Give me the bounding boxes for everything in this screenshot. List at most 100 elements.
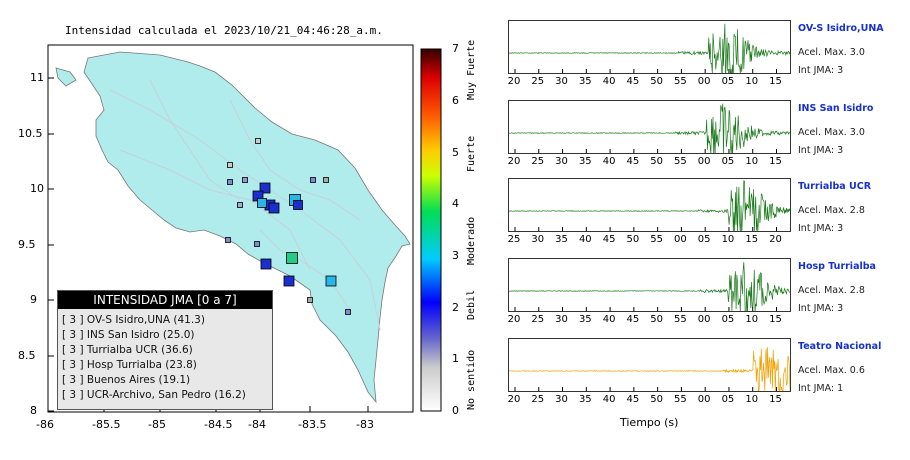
- trace-tick-label: 10: [745, 156, 759, 167]
- legend-item: [ 3 ] UCR-Archivo, San Pedro (16.2): [62, 389, 246, 401]
- trace-tick-label: 20: [507, 156, 521, 167]
- map-x-tick-label: -85.5: [92, 418, 121, 431]
- seismogram-panel: [508, 20, 791, 74]
- station-jma-intensity: Int JMA: 3: [798, 65, 844, 76]
- map-x-tick-label: -84: [248, 418, 266, 431]
- trace-tick-label: 05: [721, 156, 735, 167]
- land-nicaragua-edge: [55, 67, 77, 87]
- trace-tick-label: 00: [674, 234, 687, 245]
- trace-tick-label: 00: [697, 76, 711, 87]
- station-name: OV-S Isidro,UNA: [798, 23, 884, 34]
- trace-tick-label: 35: [578, 156, 592, 167]
- station-marker: [268, 202, 280, 214]
- seismogram-trace: [509, 103, 790, 153]
- station-max-accel: Acel. Max. 2.8: [798, 205, 865, 216]
- land-polygon: [83, 51, 411, 404]
- station-info: Turrialba UCR Acel. Max. 2.8 Int JMA: 3: [798, 181, 871, 238]
- trace-tick-label: 55: [674, 394, 687, 405]
- colorbar-tick-label: 4: [452, 197, 459, 211]
- trace-tick-label: 35: [578, 76, 592, 87]
- station-info: OV-S Isidro,UNA Acel. Max. 3.0 Int JMA: 3: [798, 23, 884, 80]
- map-x-tick-label: -83: [356, 418, 374, 431]
- map-x-tick-label: -85: [148, 418, 166, 431]
- seismogram-panel: [508, 258, 791, 312]
- trace-time-ticks: 20 25 30 35 40 45 50 55 00 05 10 15: [508, 394, 789, 406]
- map-x-tick-label: -86: [36, 418, 54, 431]
- colorbar-tick-label: 1: [452, 352, 459, 366]
- trace-tick-label: 55: [650, 234, 663, 245]
- trace-tick-label: 20: [769, 234, 782, 245]
- station-jma-intensity: Int JMA: 3: [798, 145, 844, 156]
- map-y-ticks: [48, 77, 54, 412]
- station-max-accel: Acel. Max. 3.0: [798, 127, 865, 138]
- trace-tick-label: 15: [769, 314, 782, 325]
- trace-tick-label: 15: [745, 234, 759, 245]
- waveform: [509, 103, 790, 153]
- trace-tick-label: 40: [578, 234, 592, 245]
- trace-tick-label: 00: [697, 156, 711, 167]
- seismogram-trace: [509, 180, 790, 231]
- station-info: Teatro Nacional Acel. Max. 0.6 Int JMA: 1: [798, 341, 881, 398]
- colorbar-tick-label: 5: [452, 145, 459, 159]
- trace-tick-label: 45: [626, 394, 640, 405]
- costa-rica-landmass: [55, 51, 411, 404]
- station-marker: [225, 237, 231, 243]
- trace-tick-label: 15: [769, 394, 782, 405]
- trace-tick-label: 55: [674, 156, 687, 167]
- station-marker: [254, 241, 260, 247]
- trace-tick-label: 50: [650, 156, 663, 167]
- intensity-legend: INTENSIDAD JMA [0 a 7] [ 3 ] OV-S Isidro…: [57, 290, 273, 410]
- station-max-accel: Acel. Max. 2.8: [798, 285, 865, 296]
- map-title: Intensidad calculada el 2023/10/21_04:46…: [65, 24, 383, 37]
- station-marker: [260, 258, 272, 270]
- station-marker: [286, 252, 298, 264]
- station-name: Teatro Nacional: [798, 341, 882, 352]
- station-marker: [237, 202, 243, 208]
- trace-tick-label: 50: [626, 234, 640, 245]
- legend-item: [ 3 ] OV-S Isidro,UNA (41.3): [62, 314, 205, 326]
- colorbar-category-label: Debil: [466, 289, 477, 320]
- station-marker: [323, 177, 329, 183]
- trace-time-ticks: 20 25 30 35 40 45 50 55 00 05 10 15: [508, 76, 789, 88]
- map-y-tick-label: 10.5: [18, 127, 43, 140]
- trace-tick-label: 30: [531, 234, 545, 245]
- trace-tick-label: 30: [555, 76, 568, 87]
- trace-tick-label: 15: [769, 76, 782, 87]
- station-marker: [255, 138, 261, 144]
- colorbar-tick-label: 0: [452, 404, 459, 417]
- colorbar-category-label: Moderado: [466, 216, 477, 265]
- trace-tick-label: 25: [531, 76, 545, 87]
- trace-tick-label: 45: [602, 234, 616, 245]
- trace-tick-label: 25: [531, 394, 545, 405]
- station-jma-intensity: Int JMA: 3: [798, 303, 844, 314]
- legend-title: INTENSIDAD JMA [0 a 7]: [58, 291, 272, 309]
- trace-tick-label: 40: [602, 156, 616, 167]
- seismogram-trace: [509, 347, 790, 391]
- trace-tick-label: 20: [507, 394, 521, 405]
- trace-tick-label: 05: [721, 314, 735, 325]
- trace-tick-label: 35: [578, 394, 592, 405]
- trace-tick-label: 45: [626, 314, 640, 325]
- trace-tick-label: 10: [745, 314, 759, 325]
- station-markers: [225, 138, 351, 315]
- legend-item: [ 3 ] INS San Isidro (25.0): [62, 329, 195, 341]
- seismogram-trace: [509, 23, 790, 73]
- trace-tick-label: 05: [721, 394, 735, 405]
- trace-tick-label: 55: [674, 314, 687, 325]
- map-y-tick-label: 10: [30, 182, 44, 195]
- seismogram-panel: [508, 338, 791, 392]
- station-info: INS San Isidro Acel. Max. 3.0 Int JMA: 3: [798, 103, 873, 160]
- station-marker: [293, 200, 303, 210]
- colorbar-tick-label: 2: [452, 300, 459, 314]
- map-y-tick-label: 9: [30, 293, 37, 306]
- trace-tick-label: 20: [507, 314, 521, 325]
- legend-list: [ 3 ] OV-S Isidro,UNA (41.3) [ 3 ] INS S…: [62, 313, 272, 403]
- station-jma-intensity: Int JMA: 3: [798, 223, 844, 234]
- map-y-tick-label: 11: [30, 71, 44, 84]
- trace-tick-label: 45: [626, 76, 640, 87]
- seismogram-panel: [508, 178, 791, 232]
- trace-tick-label: 25: [531, 156, 545, 167]
- time-axis-label: Tiempo (s): [620, 416, 679, 429]
- trace-tick-label: 40: [602, 394, 616, 405]
- trace-tick-label: 50: [650, 394, 663, 405]
